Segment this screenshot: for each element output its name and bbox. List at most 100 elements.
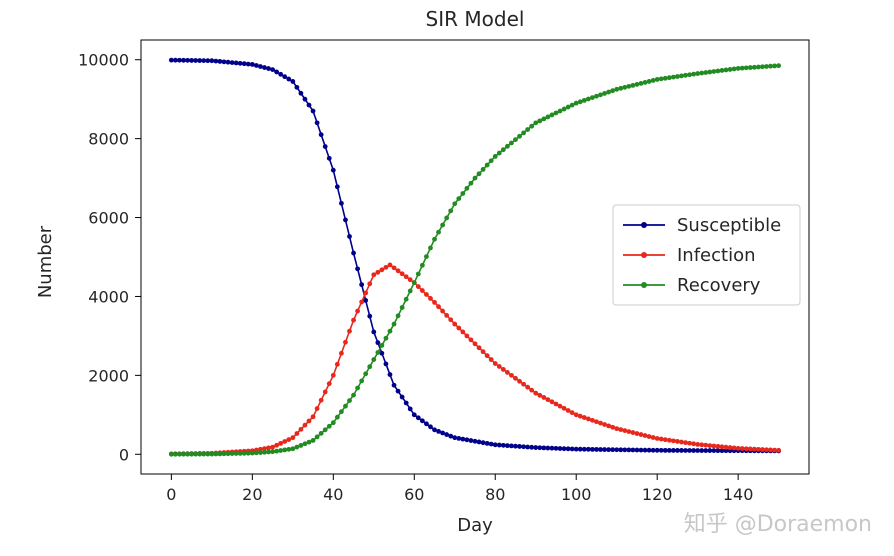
data-point — [650, 435, 656, 440]
legend-marker — [641, 222, 647, 228]
data-point — [533, 390, 539, 396]
data-point — [634, 447, 640, 453]
data-point — [253, 450, 259, 456]
data-point — [614, 86, 620, 92]
data-point — [715, 68, 721, 74]
data-point — [270, 444, 275, 450]
data-point — [679, 73, 684, 79]
data-point — [533, 445, 539, 450]
data-point — [626, 429, 632, 434]
data-point — [407, 406, 413, 412]
data-point — [670, 448, 676, 453]
data-point — [217, 451, 223, 457]
data-point — [557, 108, 563, 114]
data-point — [245, 450, 251, 456]
data-point — [306, 102, 312, 108]
data-point — [739, 446, 745, 451]
data-point — [355, 308, 360, 314]
data-point — [480, 440, 486, 446]
data-point — [662, 447, 668, 453]
data-point — [424, 421, 429, 427]
data-point — [233, 451, 239, 456]
data-point — [606, 447, 611, 453]
data-point — [529, 123, 535, 129]
data-point — [654, 436, 660, 441]
data-point — [399, 394, 405, 400]
data-point — [687, 448, 692, 453]
data-point — [751, 446, 757, 452]
data-point — [525, 384, 531, 390]
data-point — [488, 441, 494, 447]
data-point — [573, 446, 579, 452]
data-point — [383, 264, 389, 270]
data-point — [472, 341, 478, 347]
data-point — [480, 167, 486, 172]
data-point — [533, 120, 539, 126]
data-point — [286, 76, 292, 82]
data-point — [703, 448, 709, 453]
data-point — [326, 155, 332, 161]
plot-frame — [140, 39, 810, 475]
data-point — [776, 63, 782, 69]
data-point — [666, 437, 672, 443]
data-point — [529, 387, 535, 393]
data-point — [480, 349, 486, 355]
data-point — [622, 428, 628, 433]
data-point — [492, 442, 498, 448]
data-point — [638, 432, 644, 437]
data-point — [424, 292, 429, 297]
data-point — [411, 412, 417, 418]
x-tick-label: 120 — [642, 485, 673, 504]
data-point — [513, 375, 518, 381]
data-point — [683, 72, 688, 78]
data-point — [436, 428, 441, 434]
legend-box — [612, 204, 801, 306]
data-point — [731, 66, 737, 72]
data-point — [618, 447, 624, 453]
data-point — [675, 439, 680, 444]
data-point — [747, 65, 753, 70]
data-point — [448, 433, 454, 439]
data-point — [699, 442, 705, 448]
plot-area — [140, 39, 810, 475]
data-point — [590, 417, 595, 423]
data-point — [468, 337, 474, 343]
data-point — [646, 447, 652, 453]
data-point — [363, 371, 369, 377]
data-point — [213, 58, 219, 64]
data-point — [440, 308, 446, 314]
data-point — [278, 440, 284, 446]
data-point — [537, 118, 543, 124]
y-tick-label: 8000 — [88, 130, 129, 149]
data-point — [573, 100, 579, 106]
data-point — [658, 76, 664, 82]
data-point — [428, 245, 433, 251]
data-point — [322, 389, 328, 395]
data-point — [452, 201, 458, 207]
data-point — [504, 443, 510, 449]
data-point — [310, 438, 316, 443]
data-point — [407, 277, 413, 283]
data-point — [318, 132, 324, 138]
data-point — [266, 66, 271, 71]
data-point — [302, 441, 308, 447]
data-point — [545, 445, 551, 451]
data-point — [670, 438, 676, 444]
data-point — [201, 451, 207, 457]
data-point — [618, 85, 624, 91]
data-point — [367, 281, 373, 287]
y-tick-label: 2000 — [88, 366, 129, 385]
data-point — [249, 62, 255, 67]
y-tick-label: 10000 — [78, 51, 129, 70]
x-tick-label: 80 — [485, 485, 505, 504]
data-point — [347, 234, 352, 239]
data-point — [290, 446, 296, 452]
legend-label-susceptible: Susceptible — [677, 215, 781, 236]
data-point — [735, 445, 741, 451]
data-point — [577, 99, 583, 105]
data-point — [691, 441, 697, 447]
data-point — [318, 430, 324, 436]
data-point — [407, 288, 413, 294]
data-point — [225, 59, 231, 65]
data-point — [318, 397, 324, 403]
